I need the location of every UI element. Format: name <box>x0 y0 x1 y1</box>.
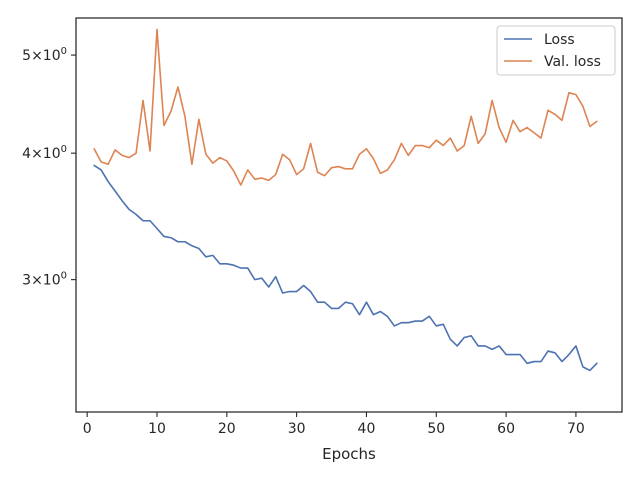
series-layer <box>93 28 598 372</box>
x-axis-ticks: 0 10 20 30 40 50 60 70 <box>83 412 585 437</box>
series-line-loss <box>93 164 598 372</box>
x-tick-label: 10 <box>148 421 166 437</box>
x-axis-label: Epochs <box>322 445 376 463</box>
x-tick-label: 40 <box>358 421 376 437</box>
series-line-val-loss <box>93 28 598 186</box>
y-tick-label: 3×100 <box>22 271 67 289</box>
y-tick-base: 5 <box>22 48 31 64</box>
x-tick-label: 50 <box>427 421 445 437</box>
y-tick-times: ×10 <box>31 146 61 162</box>
x-tick-label: 30 <box>288 421 306 437</box>
y-tick-exponent: 0 <box>61 271 67 282</box>
x-tick-label: 0 <box>83 421 92 437</box>
y-tick-exponent: 0 <box>61 144 67 155</box>
plot-frame <box>75 17 623 413</box>
x-tick-label: 20 <box>218 421 236 437</box>
y-tick-label: 5×100 <box>22 46 67 64</box>
x-tick-label: 60 <box>497 421 515 437</box>
y-tick-times: ×10 <box>31 48 61 64</box>
legend-label-loss: Loss <box>544 32 575 48</box>
x-tick-label: 70 <box>567 421 585 437</box>
legend-label-val-loss: Val. loss <box>544 54 601 70</box>
y-tick-exponent: 0 <box>61 46 67 57</box>
legend: Loss Val. loss <box>496 25 616 76</box>
y-tick-times: ×10 <box>31 273 61 289</box>
y-tick-label: 4×100 <box>22 144 67 162</box>
y-tick-base: 3 <box>22 273 31 289</box>
y-tick-base: 4 <box>22 146 31 162</box>
plot-background <box>76 18 622 412</box>
